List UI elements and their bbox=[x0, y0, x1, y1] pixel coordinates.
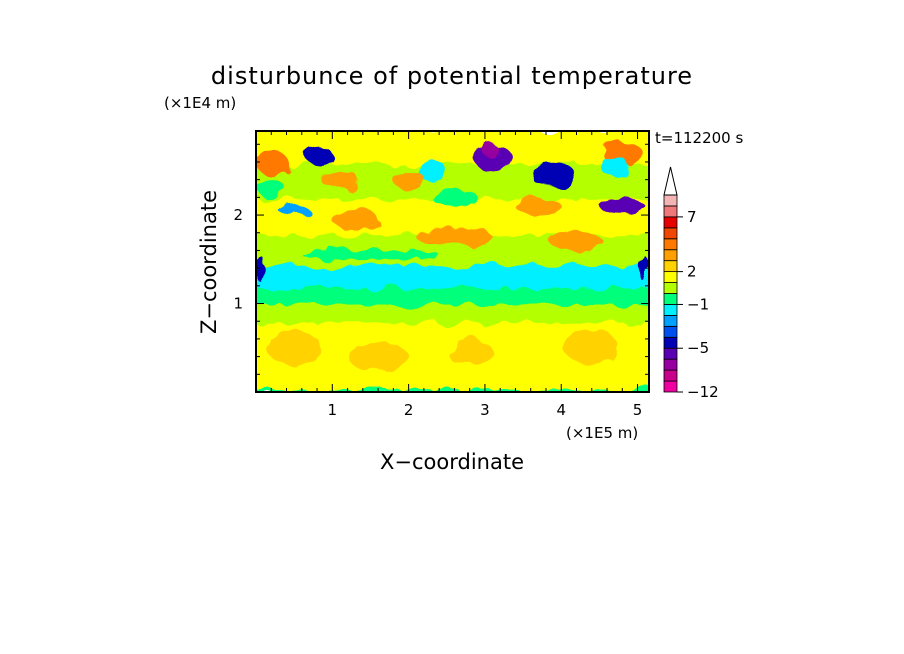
field-feature bbox=[256, 148, 287, 176]
field-feature bbox=[257, 179, 285, 198]
x-tick-label: 3 bbox=[480, 401, 490, 419]
colorbar-swatch bbox=[663, 216, 678, 229]
field-feature bbox=[393, 266, 608, 288]
y-axis-ticks: 12 bbox=[233, 143, 649, 375]
time-label: t=112200 s bbox=[655, 129, 743, 147]
y-axis-unit: (×1E4 m) bbox=[164, 94, 236, 112]
field-feature bbox=[565, 330, 619, 366]
colorbar-label: −5 bbox=[687, 339, 709, 357]
field-feature bbox=[530, 163, 577, 187]
colorbar-label: −12 bbox=[687, 383, 719, 401]
colorbar: 7 2 −1 −5 −12 bbox=[663, 166, 719, 401]
field-feature bbox=[278, 205, 310, 216]
field-feature bbox=[393, 169, 424, 191]
y-tick-label: 2 bbox=[233, 206, 243, 224]
field-feature bbox=[416, 228, 493, 247]
field-band bbox=[256, 131, 649, 164]
colorbar-swatch bbox=[663, 380, 678, 393]
colorbar-label: −1 bbox=[687, 295, 709, 313]
colorbar-swatch bbox=[663, 227, 678, 240]
colorbar-label: 2 bbox=[687, 263, 697, 281]
colorbar-swatch bbox=[663, 260, 678, 273]
field-band bbox=[256, 283, 649, 306]
y-tick-label: 1 bbox=[233, 295, 243, 313]
colorbar-swatch bbox=[663, 293, 678, 305]
field-feature bbox=[347, 343, 409, 370]
colorbar-swatch bbox=[663, 238, 678, 251]
colorbar-swatch bbox=[663, 358, 678, 371]
colorbar-swatch bbox=[663, 271, 678, 283]
field-feature bbox=[320, 170, 360, 189]
x-axis-ticks: 1 2 3 4 5 bbox=[270, 131, 643, 419]
x-tick-label: 2 bbox=[404, 401, 414, 419]
x-tick-label: 4 bbox=[556, 401, 566, 419]
field-feature bbox=[600, 155, 629, 178]
y-axis-label: Z−coordinate bbox=[197, 190, 221, 334]
colorbar-swatch bbox=[663, 347, 678, 360]
plot-area bbox=[256, 131, 649, 392]
field-feature bbox=[332, 208, 379, 231]
temperature-field bbox=[256, 131, 649, 392]
plot-frame bbox=[255, 130, 650, 393]
field-feature bbox=[446, 338, 493, 366]
field-feature bbox=[301, 249, 440, 261]
field-feature bbox=[549, 232, 604, 251]
x-tick-label: 5 bbox=[633, 401, 643, 419]
field-feature bbox=[307, 148, 335, 167]
colorbar-label: 7 bbox=[687, 208, 697, 226]
colorbar-extend-arrow bbox=[663, 166, 678, 196]
colorbar-swatch bbox=[663, 282, 678, 294]
colorbar-swatch bbox=[663, 369, 678, 382]
colorbar-swatch bbox=[663, 194, 678, 207]
field-feature bbox=[481, 141, 497, 156]
colorbar-swatch bbox=[663, 314, 678, 327]
colorbar-swatch bbox=[663, 304, 678, 316]
x-tick-label: 1 bbox=[328, 401, 338, 419]
colorbar-swatch bbox=[663, 205, 678, 218]
field-feature bbox=[416, 160, 447, 182]
colorbar-swatch bbox=[663, 336, 678, 349]
colorbar-swatch bbox=[663, 249, 678, 262]
chart-title: disturbunce of potential temperature bbox=[211, 62, 693, 90]
x-axis-label: X−coordinate bbox=[380, 450, 524, 474]
x-axis-unit: (×1E5 m) bbox=[566, 424, 638, 442]
field-feature bbox=[267, 330, 321, 366]
field-band bbox=[256, 301, 649, 324]
colorbar-swatch bbox=[663, 325, 678, 338]
field-feature bbox=[515, 197, 562, 216]
field-feature bbox=[431, 188, 478, 207]
field-feature bbox=[639, 254, 648, 282]
field-feature bbox=[599, 199, 646, 214]
